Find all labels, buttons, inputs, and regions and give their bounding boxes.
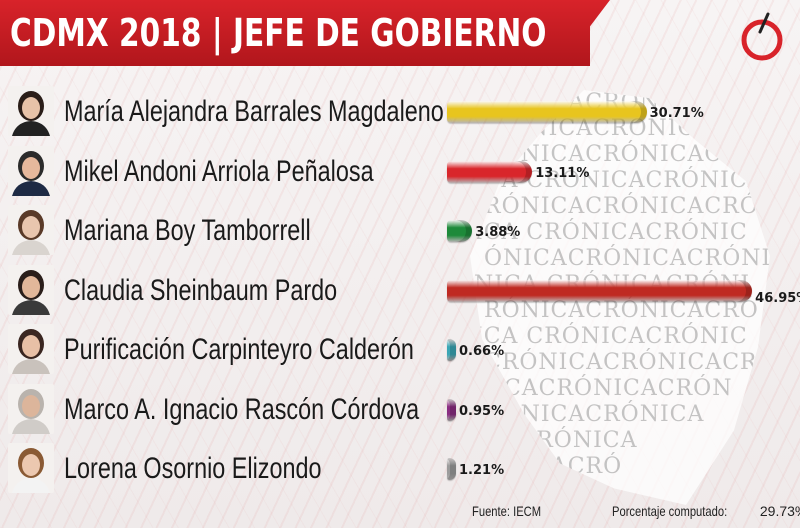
watermark-line: NICACRÓNICACRÓN bbox=[474, 376, 733, 401]
candidate-photo-avatar bbox=[8, 205, 54, 255]
computed-percentage: Porcentaje computado: 29.73% bbox=[612, 503, 800, 519]
candidate-name: Claudia Sheinbaum Pardo bbox=[64, 273, 338, 307]
vote-percentage-label: 0.95% bbox=[459, 403, 505, 419]
watermark-line: RÓNICACRÓNICACRÓ bbox=[484, 298, 759, 323]
candidate-row: María Alejandra Barrales Magdaleno 30.71% bbox=[0, 84, 800, 142]
candidate-row: Mariana Boy Tamborrell 3.88% bbox=[0, 203, 800, 261]
candidate-name: Mikel Andoni Arriola Peñalosa bbox=[64, 154, 374, 188]
candidate-photo-avatar bbox=[8, 264, 54, 315]
source-note: Fuente: IECM bbox=[472, 503, 542, 519]
page-title: CDMX 2018 | JEFE DE GOBIERNO bbox=[10, 11, 547, 55]
watermark-line: ICA CRÓNICACRÓNIC bbox=[474, 220, 748, 245]
vote-bar bbox=[447, 339, 456, 361]
cronica-logo-icon bbox=[741, 12, 783, 61]
vote-bar bbox=[447, 279, 753, 302]
candidate-photo-avatar bbox=[8, 145, 54, 196]
candidate-row: Marco A. Ignacio Rascón Córdova 0.95% bbox=[0, 382, 800, 440]
watermark-text: RÓNICACRÓNICACRÓNICACRÓNICARÓNICACRÓNICA… bbox=[470, 90, 770, 480]
computed-percentage-label: Porcentaje computado: bbox=[612, 503, 728, 519]
candidate-row: Purificación Carpinteyro Calderón 0.66% bbox=[0, 322, 800, 380]
candidate-photo-avatar bbox=[8, 324, 54, 374]
vote-bar bbox=[447, 398, 456, 421]
watermark-line: ICA CRÓNICACRÓNIC bbox=[474, 324, 748, 349]
vote-percentage-label: 46.95% bbox=[755, 290, 800, 306]
candidate-name: Lorena Osornio Elizondo bbox=[64, 452, 322, 485]
vote-percentage-label: 30.71% bbox=[649, 106, 704, 121]
candidate-photo-avatar bbox=[8, 443, 54, 493]
candidate-row: Mikel Andoni Arriola Peñalosa 13.11% bbox=[0, 144, 800, 202]
vote-percentage-label: 13.11% bbox=[535, 165, 590, 181]
candidate-name: Marco A. Ignacio Rascón Córdova bbox=[64, 392, 420, 426]
candidate-photo-avatar bbox=[8, 86, 54, 136]
candidate-photo-avatar bbox=[8, 383, 54, 434]
candidate-name: Mariana Boy Tamborrell bbox=[64, 214, 311, 247]
watermark-line: CRÓNICACRÓNICACR bbox=[484, 350, 758, 375]
candidate-row: Claudia Sheinbaum Pardo 46.95% bbox=[0, 263, 800, 321]
candidate-row: Lorena Osornio Elizondo 1.21% bbox=[0, 441, 800, 499]
candidate-name: Purificación Carpinteyro Calderón bbox=[64, 333, 414, 366]
candidate-name: María Alejandra Barrales Magdaleno bbox=[64, 95, 444, 128]
header-banner: CDMX 2018 | JEFE DE GOBIERNO bbox=[0, 0, 590, 66]
vote-bar bbox=[447, 458, 456, 480]
vote-bar bbox=[447, 220, 473, 242]
vote-bar bbox=[447, 160, 533, 183]
vote-percentage-label: 0.66% bbox=[459, 344, 505, 359]
vote-percentage-label: 1.21% bbox=[459, 463, 505, 478]
watermark-line: RÓNICACRÓNICACRÓN bbox=[484, 194, 770, 219]
vote-bar bbox=[447, 101, 647, 123]
computed-percentage-value: 29.73% bbox=[759, 503, 800, 519]
vote-percentage-label: 3.88% bbox=[475, 225, 521, 240]
watermark-line: ÓNICACRÓNICACRÓNIC bbox=[484, 246, 770, 271]
